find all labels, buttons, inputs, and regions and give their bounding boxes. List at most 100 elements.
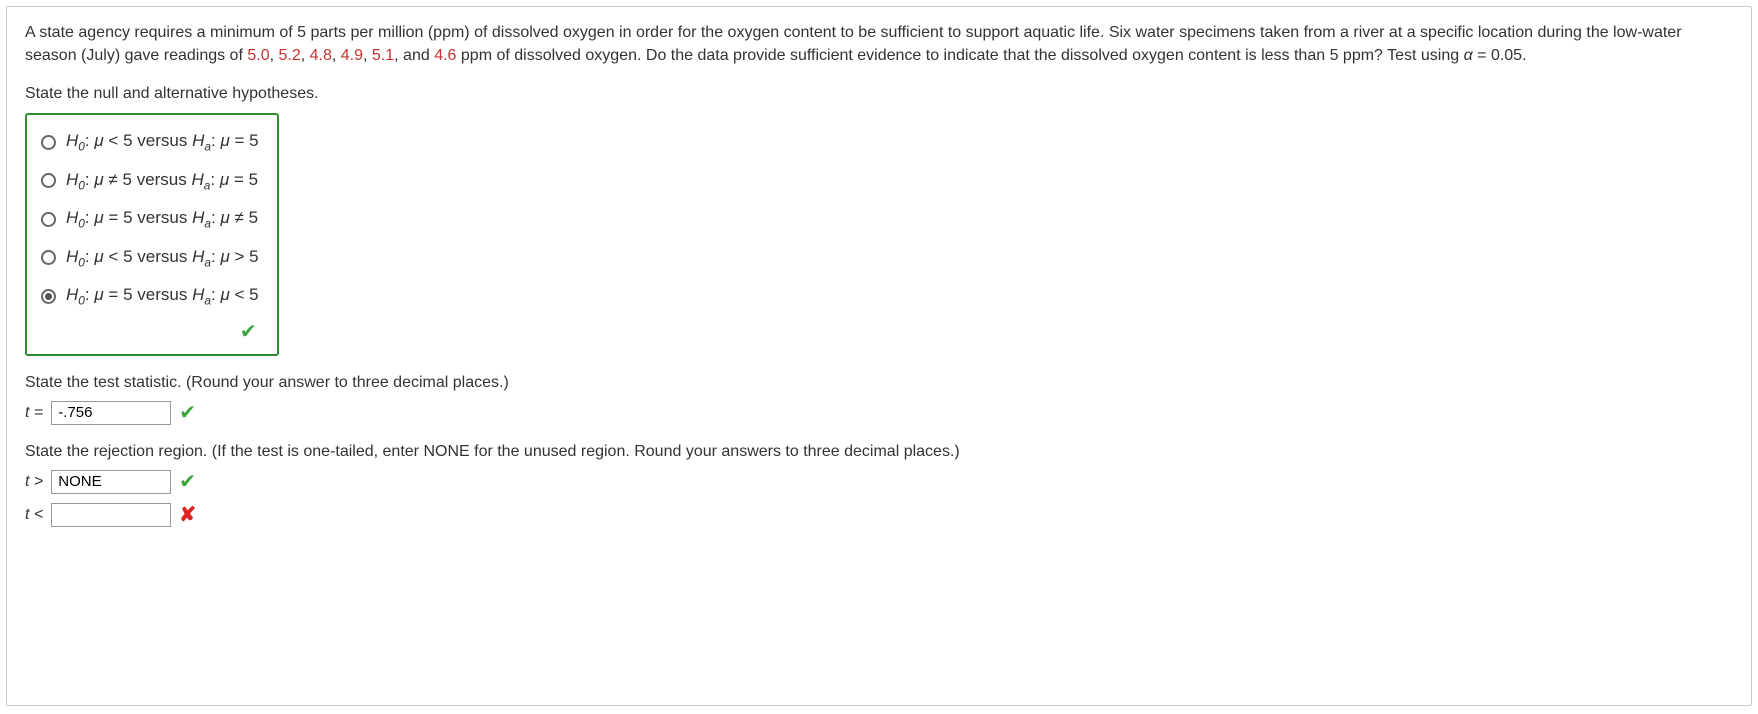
radio-option-5[interactable]: [41, 289, 56, 304]
check-icon: ✔: [179, 400, 196, 425]
o2-ha-val: 5: [249, 170, 258, 189]
h0-h3: H: [66, 208, 78, 227]
ha-sub1: a: [204, 140, 211, 154]
o5-h0-rel: =: [108, 285, 123, 304]
option-1-label: H0: μ < 5 versus Ha: μ = 5: [66, 131, 259, 153]
problem-statement: A state agency requires a minimum of 5 p…: [25, 21, 1733, 67]
c1a: :: [85, 131, 94, 150]
t-less-row: t < ✘: [25, 502, 1733, 527]
h0-h5: H: [66, 285, 78, 304]
ha-h4: H: [192, 247, 204, 266]
mu5a: μ: [94, 285, 103, 304]
problem-text-post1: ppm of dissolved oxygen. Do the data pro…: [461, 47, 1464, 64]
ha-h1: H: [192, 131, 204, 150]
ha-sub4: a: [204, 255, 211, 269]
vs5: versus: [137, 285, 192, 304]
radio-option-2[interactable]: [41, 173, 56, 188]
rejection-region-prompt: State the rejection region. (If the test…: [25, 443, 1733, 461]
mu2a: μ: [94, 170, 103, 189]
t-value-input[interactable]: [51, 401, 171, 425]
t-eq-label: t =: [25, 404, 43, 422]
option-3-row[interactable]: H0: μ = 5 versus Ha: μ ≠ 5: [37, 200, 263, 238]
mu2b: μ: [220, 170, 229, 189]
test-statistic-prompt: State the test statistic. (Round your an…: [25, 374, 1733, 392]
t-lt-label: t <: [25, 506, 43, 524]
o3-h0-rel: =: [108, 208, 123, 227]
option-2-row[interactable]: H0: μ ≠ 5 versus Ha: μ = 5: [37, 162, 263, 200]
o3-h0-val: 5: [123, 208, 132, 227]
o1-ha-val: 5: [249, 131, 258, 150]
vs3: versus: [137, 208, 192, 227]
radio-option-4[interactable]: [41, 250, 56, 265]
data-value-6: 4.6: [434, 47, 456, 64]
o4-ha-val: 5: [249, 247, 258, 266]
h0-h2: H: [66, 170, 78, 189]
hypotheses-feedback: ✔: [37, 315, 263, 346]
option-4-label: H0: μ < 5 versus Ha: μ > 5: [66, 247, 259, 269]
question-panel: A state agency requires a minimum of 5 p…: [6, 6, 1752, 706]
radio-option-1[interactable]: [41, 135, 56, 150]
hypotheses-prompt: State the null and alternative hypothese…: [25, 85, 1733, 103]
t-less-input[interactable]: [51, 503, 171, 527]
option-5-label: H0: μ = 5 versus Ha: μ < 5: [66, 285, 259, 307]
o3-ha-val: 5: [249, 208, 258, 227]
o2-h0-rel: ≠: [108, 170, 122, 189]
option-2-label: H0: μ ≠ 5 versus Ha: μ = 5: [66, 170, 258, 192]
c5a: :: [85, 285, 94, 304]
ha-h3: H: [192, 208, 204, 227]
sep-3: ,: [332, 47, 341, 64]
option-1-row[interactable]: H0: μ < 5 versus Ha: μ = 5: [37, 123, 263, 161]
hypotheses-option-group: H0: μ < 5 versus Ha: μ = 5 H0: μ ≠ 5 ver…: [25, 113, 279, 356]
c4a: :: [85, 247, 94, 266]
o5-h0-val: 5: [123, 285, 132, 304]
o1-h0-val: 5: [123, 131, 132, 150]
data-value-5: 5.1: [372, 47, 394, 64]
o3-ha-rel: ≠: [235, 208, 249, 227]
mu1a: μ: [94, 131, 103, 150]
data-value-1: 5.0: [247, 47, 269, 64]
radio-option-3[interactable]: [41, 212, 56, 227]
data-value-3: 4.8: [310, 47, 332, 64]
cross-icon: ✘: [179, 502, 196, 527]
alpha-value: = 0.05.: [1473, 47, 1527, 64]
ha-sub5: a: [204, 293, 211, 307]
ha-h2: H: [191, 170, 203, 189]
check-icon: ✔: [179, 469, 196, 494]
o2-ha-rel: =: [234, 170, 249, 189]
o1-ha-rel: =: [235, 131, 250, 150]
alpha-symbol: α: [1464, 47, 1473, 64]
o4-h0-val: 5: [123, 247, 132, 266]
h0-h: H: [66, 131, 78, 150]
data-value-2: 5.2: [278, 47, 300, 64]
t-greater-input[interactable]: [51, 470, 171, 494]
ha-sub3: a: [204, 217, 211, 231]
t-statistic-row: t = ✔: [25, 400, 1733, 425]
vs1: versus: [137, 131, 192, 150]
o4-ha-rel: >: [235, 247, 250, 266]
h0-sub2: 0: [78, 178, 85, 192]
sep-5: , and: [394, 47, 434, 64]
ha-h5: H: [192, 285, 204, 304]
vs2: versus: [137, 170, 192, 189]
mu3b: μ: [220, 208, 229, 227]
t-gt-label: t >: [25, 473, 43, 491]
vs4: versus: [137, 247, 192, 266]
sep-4: ,: [363, 47, 372, 64]
mu1b: μ: [220, 131, 229, 150]
o5-ha-rel: <: [235, 285, 250, 304]
c2a: :: [85, 170, 94, 189]
data-value-4: 4.9: [341, 47, 363, 64]
h0-sub4: 0: [78, 255, 85, 269]
h0-sub3: 0: [78, 217, 85, 231]
o4-h0-rel: <: [108, 247, 123, 266]
mu4b: μ: [220, 247, 229, 266]
c3a: :: [85, 208, 94, 227]
mu5b: μ: [220, 285, 229, 304]
mu4a: μ: [94, 247, 103, 266]
t-greater-row: t > ✔: [25, 469, 1733, 494]
option-4-row[interactable]: H0: μ < 5 versus Ha: μ > 5: [37, 239, 263, 277]
option-5-row[interactable]: H0: μ = 5 versus Ha: μ < 5: [37, 277, 263, 315]
h0-sub: 0: [78, 140, 85, 154]
option-3-label: H0: μ = 5 versus Ha: μ ≠ 5: [66, 208, 258, 230]
mu3a: μ: [94, 208, 103, 227]
